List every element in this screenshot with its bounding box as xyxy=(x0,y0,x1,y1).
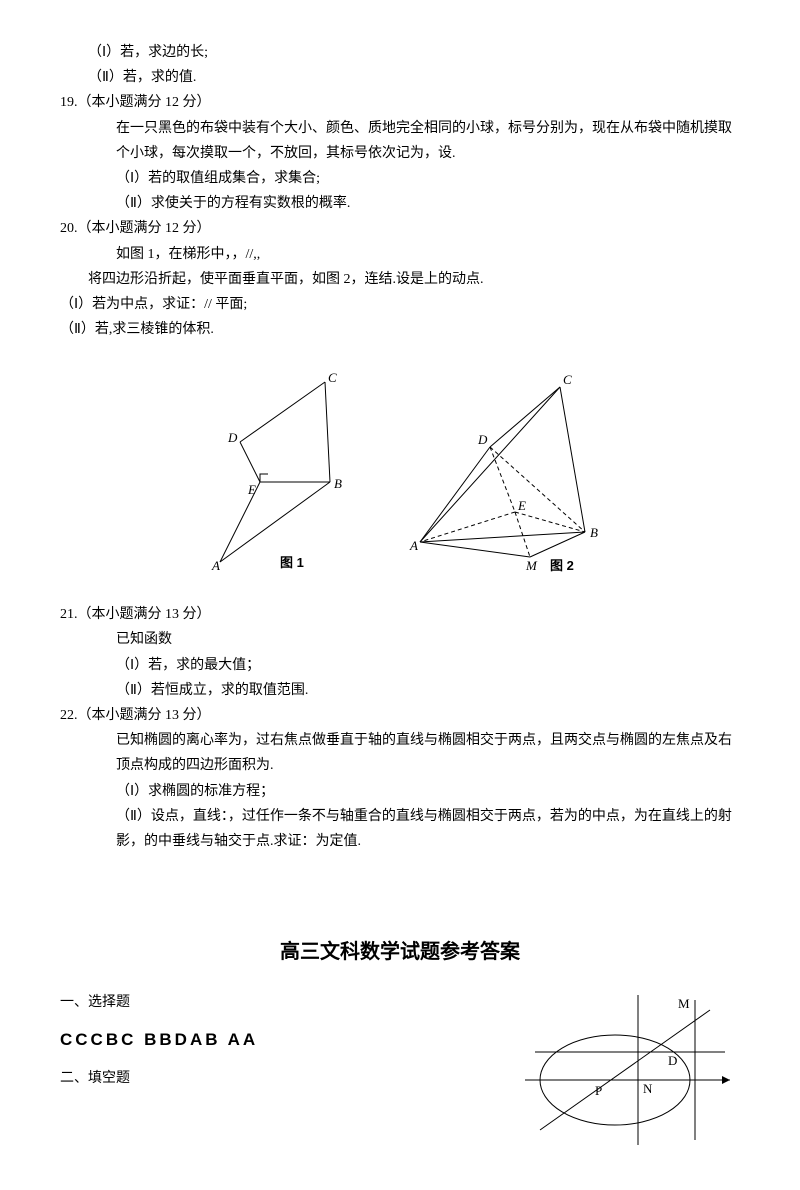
q19-body: 在一只黑色的布袋中装有个大小、颜色、质地完全相同的小球，标号分别为，现在从布袋中… xyxy=(60,116,740,166)
q18-part1: （Ⅰ）若，求边的长; xyxy=(60,40,740,65)
answers-section2: 二、填空题 xyxy=(60,1066,520,1091)
answers-title: 高三文科数学试题参考答案 xyxy=(60,934,740,970)
q20-figure1: A B C D E 图 1 xyxy=(190,372,360,572)
q21-head: 21.（本小题满分 13 分） xyxy=(60,602,740,627)
q20-figures: A B C D E 图 1 xyxy=(60,372,740,572)
ansfig-N: N xyxy=(643,1081,653,1096)
q20-figure2: A B C D E M 图 2 xyxy=(400,372,610,572)
fig2-label-D: D xyxy=(477,432,488,447)
q22-part1: （Ⅰ）求椭圆的标准方程； xyxy=(60,779,740,804)
fig1-caption: 图 1 xyxy=(280,555,304,570)
answers-block: 一、选择题 CCCBC BBDAB AA 二、填空题 M D N P xyxy=(60,990,740,1150)
fig1-label-C: C xyxy=(328,372,337,385)
fig2-label-B: B xyxy=(590,525,598,540)
fig2-caption: 图 2 xyxy=(550,558,574,572)
q19-part2: （Ⅱ）求使关于的方程有实数根的概率. xyxy=(60,191,740,216)
q19-part1: （Ⅰ）若的取值组成集合，求集合; xyxy=(60,166,740,191)
q20-part1: （Ⅰ）若为中点，求证：// 平面; xyxy=(60,292,740,317)
fig1-label-B: B xyxy=(334,476,342,491)
fig2-label-M: M xyxy=(525,558,538,572)
q19-head: 19.（本小题满分 12 分） xyxy=(60,90,740,115)
q22-body: 已知椭圆的离心率为，过右焦点做垂直于轴的直线与椭圆相交于两点，且两交点与椭圆的左… xyxy=(60,728,740,778)
q20-line2: 将四边形沿折起，使平面垂直平面，如图 2，连结.设是上的动点. xyxy=(60,267,740,292)
q21-part1: （Ⅰ）若，求的最大值； xyxy=(60,653,740,678)
q20-line1: 如图 1，在梯形中，，//,, xyxy=(60,242,740,267)
q22-part2: （Ⅱ）设点，直线：，过任作一条不与轴重合的直线与椭圆相交于两点，若为的中点，为在… xyxy=(60,804,740,854)
fig2-label-E: E xyxy=(517,498,526,513)
answers-section1: 一、选择题 xyxy=(60,990,520,1015)
q18-part2: （Ⅱ）若，求的值. xyxy=(60,65,740,90)
fig2-label-A: A xyxy=(409,538,418,553)
fig2-label-C: C xyxy=(563,372,572,387)
fig1-label-E: E xyxy=(247,482,256,497)
q22-head: 22.（本小题满分 13 分） xyxy=(60,703,740,728)
q21-part2: （Ⅱ）若恒成立，求的取值范围. xyxy=(60,678,740,703)
answers-figure: M D N P xyxy=(520,990,740,1150)
q21-line1: 已知函数 xyxy=(60,627,740,652)
fig1-label-A: A xyxy=(211,558,220,572)
ansfig-M: M xyxy=(678,996,690,1011)
ansfig-P: P xyxy=(595,1083,602,1098)
answers-mc: CCCBC BBDAB AA xyxy=(60,1025,520,1056)
q20-head: 20.（本小题满分 12 分） xyxy=(60,216,740,241)
ansfig-D: D xyxy=(668,1053,677,1068)
q20-part2: （Ⅱ）若,求三棱锥的体积. xyxy=(60,317,740,342)
fig1-label-D: D xyxy=(227,430,238,445)
